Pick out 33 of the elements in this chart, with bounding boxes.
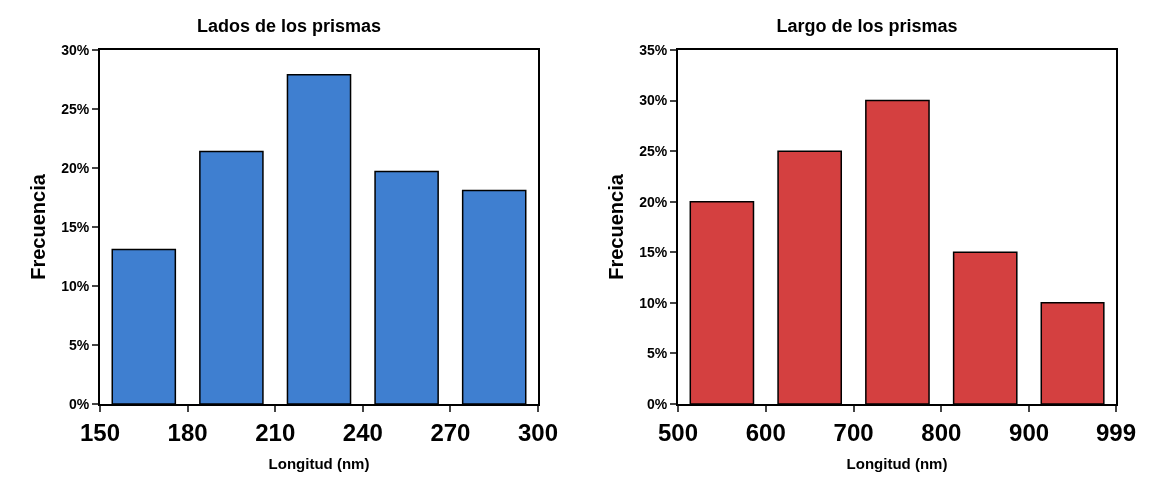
x-axis-title: Longitud (nm) [268,455,370,473]
x-tick-label: 600 [745,418,786,446]
y-tick-label: 5% [68,336,90,353]
x-tick-label: 500 [657,418,699,446]
y-tick-label: 0% [68,395,90,412]
y-tick-label: 5% [646,345,668,362]
y-tick-label: 30% [61,41,90,58]
x-axis-title: Longitud (nm) [846,455,948,473]
y-tick-label: 15% [639,244,668,261]
y-tick-label: 15% [61,218,90,235]
x-tick-label: 999 [1095,418,1137,446]
x-tick-label: 240 [342,418,383,446]
x-tick-label: 180 [167,418,208,446]
y-axis-title: Frecuencia [605,173,628,280]
x-tick-label: 210 [255,418,296,446]
y-tick-label: 25% [61,100,90,117]
x-tick-label: 300 [517,418,559,446]
y-tick-label: 0% [646,395,668,412]
y-tick-label: 35% [639,41,668,58]
y-tick-label: 20% [639,193,668,210]
x-tick-label: 270 [430,418,471,446]
y-tick-label: 30% [639,92,668,109]
y-tick-label: 10% [639,294,668,311]
x-tick-label: 150 [79,418,121,446]
y-tick-label: 10% [61,277,90,294]
y-tick-label: 25% [639,143,668,160]
x-tick-label: 800 [921,418,962,446]
chart-title: Largo de los prismas [776,16,958,37]
x-tick-label: 700 [833,418,874,446]
x-tick-label: 900 [1009,418,1050,446]
y-axis-title: Frecuencia [27,173,50,280]
y-tick-label: 20% [61,159,90,176]
chart-title: Lados de los prismas [196,16,382,37]
